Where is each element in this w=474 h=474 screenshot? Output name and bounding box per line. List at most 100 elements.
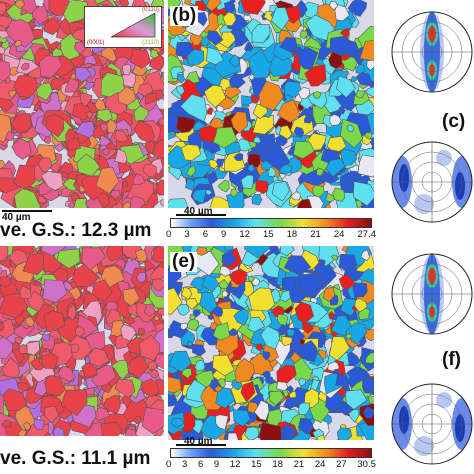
grain — [88, 347, 110, 367]
grain — [179, 93, 208, 123]
grain — [244, 426, 259, 440]
grain — [102, 147, 110, 156]
grain — [132, 173, 145, 186]
ipf-legend-right: (2110) — [142, 40, 159, 46]
grain — [37, 195, 48, 205]
grain — [229, 54, 240, 68]
grain — [0, 276, 12, 288]
grain — [276, 314, 289, 326]
grain — [258, 422, 282, 440]
grain — [114, 378, 136, 399]
grain — [150, 49, 160, 59]
grain — [329, 336, 351, 361]
grain — [130, 195, 146, 208]
grain — [233, 308, 249, 326]
colorbar-tick: 9 — [221, 229, 227, 240]
grain — [176, 303, 190, 316]
grain — [214, 385, 223, 393]
grain — [41, 333, 51, 342]
grain — [251, 24, 271, 44]
grain — [0, 97, 14, 113]
grain — [8, 248, 29, 266]
grain — [0, 267, 3, 275]
grain — [154, 353, 164, 370]
panel-label-b: (b) — [170, 5, 199, 26]
grain — [297, 272, 323, 299]
grain — [325, 192, 336, 203]
ipf-legend-left: (0001) — [87, 40, 105, 46]
grain — [222, 11, 237, 27]
colorbar-e — [170, 448, 372, 458]
grain — [279, 36, 298, 53]
grain — [365, 86, 374, 98]
grain — [45, 114, 65, 138]
panel-label-c: (c) — [440, 111, 468, 132]
grain — [336, 427, 353, 440]
grain — [215, 414, 229, 431]
grain — [318, 259, 326, 266]
grain — [260, 325, 281, 350]
grain — [221, 249, 237, 267]
grain — [335, 75, 356, 99]
grain — [39, 55, 63, 79]
grain — [354, 297, 368, 313]
grain — [279, 246, 295, 257]
grain — [42, 279, 68, 303]
grain — [5, 131, 15, 141]
grain — [206, 30, 224, 46]
grain — [149, 369, 160, 379]
panel-label-f: (f) — [440, 349, 463, 370]
grain — [339, 148, 358, 166]
colorbar-tick: 15 — [263, 229, 274, 240]
grain — [157, 307, 164, 316]
grain — [365, 352, 374, 364]
grain — [10, 113, 32, 134]
grain — [208, 159, 219, 170]
grain — [159, 199, 164, 207]
colorbar-b — [170, 218, 372, 228]
grain — [43, 135, 51, 144]
grain — [286, 328, 295, 337]
grain — [102, 394, 121, 414]
grain — [56, 248, 81, 269]
grain — [283, 80, 302, 98]
grain — [186, 48, 205, 65]
grain — [122, 64, 132, 76]
grain — [345, 333, 353, 340]
grain — [301, 322, 314, 334]
grain — [86, 111, 93, 119]
grain — [141, 378, 160, 398]
grain — [329, 0, 339, 10]
grain — [304, 64, 327, 87]
grain — [339, 27, 350, 39]
ipf-map-d-grains — [0, 246, 164, 436]
grain — [194, 359, 206, 372]
grain — [229, 72, 246, 89]
grain — [81, 247, 107, 271]
grain — [219, 278, 229, 290]
grain — [14, 0, 26, 10]
colorbar-tick: 15 — [251, 459, 262, 470]
grain — [210, 322, 217, 331]
grain — [44, 310, 66, 333]
grain — [74, 121, 97, 138]
grain — [247, 316, 266, 333]
grain — [64, 77, 80, 93]
grain — [201, 274, 220, 293]
grain — [359, 40, 374, 62]
grain — [205, 46, 224, 66]
grain — [60, 389, 88, 417]
grain — [362, 377, 374, 395]
grain — [251, 193, 263, 206]
grain — [240, 174, 254, 189]
grain — [304, 115, 313, 124]
grain — [177, 74, 186, 84]
colorbar-tick: 12 — [229, 459, 241, 470]
grain — [346, 124, 354, 133]
grain — [19, 285, 32, 299]
grain — [215, 386, 236, 409]
grain — [203, 84, 227, 109]
grain — [76, 153, 101, 177]
grain — [0, 2, 7, 16]
grain — [105, 118, 117, 134]
